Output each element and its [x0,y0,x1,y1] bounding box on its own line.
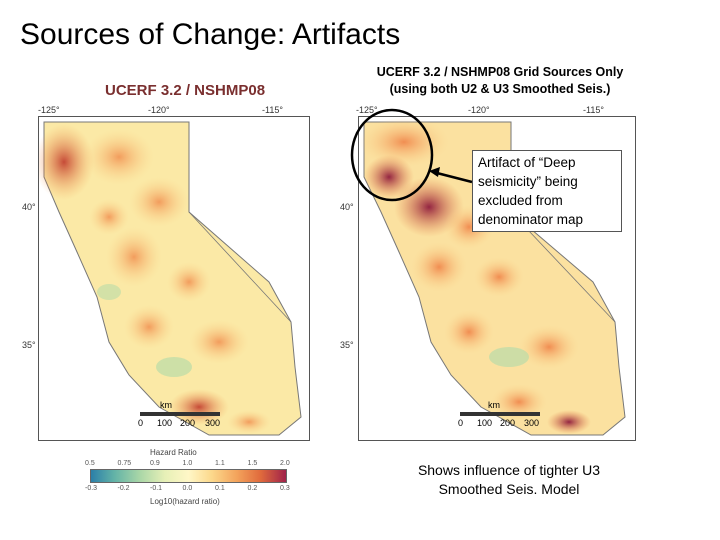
colorbar-bottom-tick: -0.2 [117,485,130,492]
left-lat-tick-1: 40° [22,202,36,212]
left-scale-bar [140,412,220,416]
right-scale-bar [460,412,540,416]
callout-arrowhead [429,167,440,177]
left-scale-tick-100: 100 [157,418,173,428]
right-map-caption: UCERF 3.2 / NSHMP08 Grid Sources Only (u… [355,64,645,98]
colorbar-bottom-tick: -0.1 [150,485,163,492]
right-scale-tick-0: 0 [458,418,464,428]
right-caption-line1: UCERF 3.2 / NSHMP08 Grid Sources Only [376,65,624,79]
highlight-circle [350,108,434,202]
colorbar-title: Hazard Ratio [150,448,197,457]
right-lat-tick-2: 35° [340,340,354,350]
right-scale-tick-300: 300 [524,418,540,428]
right-lon-tick-3: -115° [583,105,604,115]
left-scale-tick-200: 200 [180,418,196,428]
right-lon-tick-1: -125° [356,105,378,115]
right-scale-label: km [488,400,500,410]
colorbar-top-tick: 0.9 [150,460,160,467]
colorbar-bottom-tick: 0.3 [280,485,290,492]
left-map-svg [34,121,302,436]
artifact-callout: Artifact of “Deep seismicity” being excl… [472,150,622,232]
colorbar-top-tick: 0.75 [117,460,132,467]
colorbar-top-tick: 2.0 [280,460,290,467]
left-lat-tick-2: 35° [22,340,36,350]
slide-title: Sources of Change: Artifacts [20,18,401,51]
left-scale-tick-300: 300 [205,418,221,428]
colorbar-bottom-tick: 0.1 [215,485,225,492]
right-scale-tick-100: 100 [477,418,493,428]
right-map-svg [359,117,626,436]
right-caption-line2: (using both U2 & U3 Smoothed Seis.) [389,82,611,96]
colorbar-subtitle: Log10(hazard ratio) [150,497,220,506]
right-lat-tick-1: 40° [340,202,354,212]
left-scale-tick-0: 0 [138,418,144,428]
colorbar-top-tick: 1.5 [247,460,258,467]
colorbar-top-tick: 0.5 [85,460,95,467]
right-lon-tick-2: -120° [468,105,490,115]
bottom-note: Shows influence of tighter U3 Smoothed S… [417,462,601,497]
colorbar-top-tick: 1.1 [215,460,225,467]
left-lon-tick-3: -115° [262,105,283,115]
right-scale-tick-200: 200 [500,418,516,428]
left-map [34,116,310,441]
colorbar-bottom-tick: 0.2 [247,485,258,492]
colorbar-top-tick: 1.0 [182,460,193,467]
left-scale-label: km [160,400,172,410]
left-lon-tick-1: -125° [38,105,60,115]
colorbar-bottom-tick: 0.0 [182,485,193,492]
left-map-title: UCERF 3.2 / NSHMP08 [105,82,266,99]
colorbar [90,469,287,483]
left-lon-tick-2: -120° [148,105,170,115]
colorbar-bottom-tick: -0.3 [85,485,98,492]
callout-arrow [432,170,473,184]
